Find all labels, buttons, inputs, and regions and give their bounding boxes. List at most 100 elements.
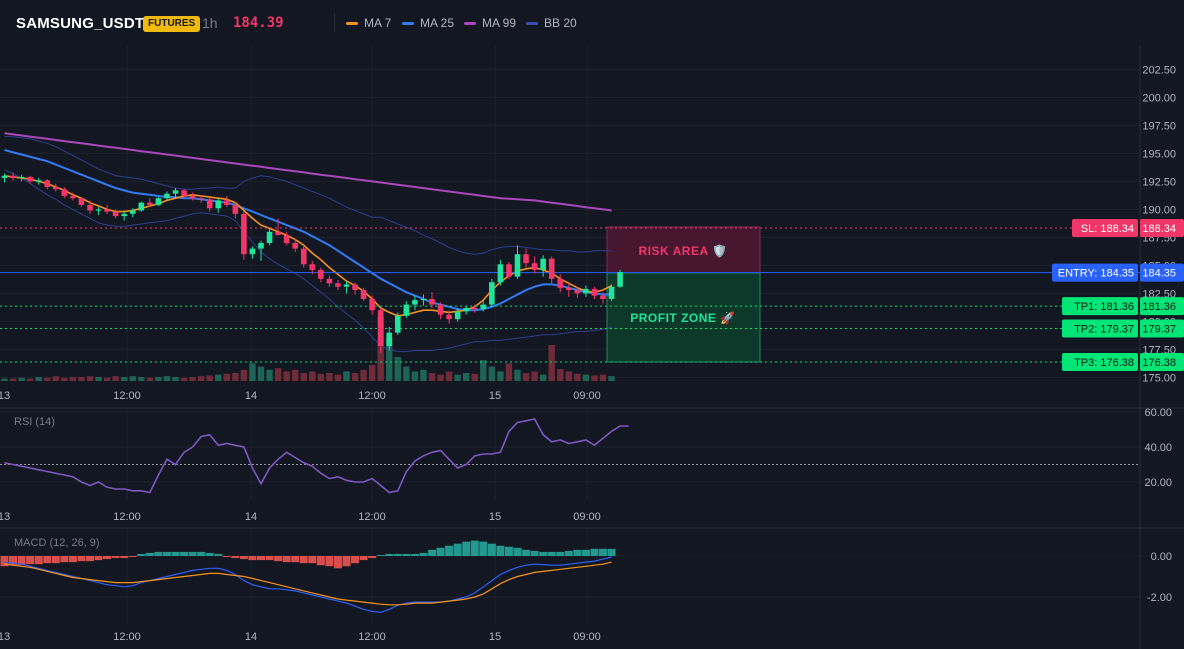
legend-bb20[interactable]: BB 20 <box>526 16 577 30</box>
volume-bar <box>129 376 136 381</box>
candle-body <box>18 176 25 179</box>
candle-body <box>360 290 367 299</box>
candle-body <box>480 304 487 310</box>
candle-body <box>463 307 469 312</box>
symbol-name[interactable]: SAMSUNG_USDT <box>16 15 145 32</box>
level-label-box <box>1072 218 1138 237</box>
candle-body <box>35 180 42 182</box>
legend-ma99[interactable]: MA 99 <box>464 16 516 30</box>
volume-bar <box>531 371 538 381</box>
level-tag-tp2[interactable]: TP2: 179.37 179.37 <box>1062 319 1184 338</box>
candle-body <box>454 311 461 320</box>
candle-body <box>617 272 623 287</box>
candle-body <box>283 235 290 243</box>
macd-hist-bar <box>453 543 462 556</box>
volume-bar <box>44 377 51 381</box>
volume-bar <box>95 377 102 381</box>
trade-levels <box>0 227 1140 363</box>
last-price: 184.39 <box>233 15 284 31</box>
volume-bar <box>1 378 8 381</box>
volume-bar <box>240 369 248 381</box>
volume-bar <box>163 376 171 381</box>
macd-hist-bar <box>248 556 257 561</box>
macd-hist-bar <box>239 556 248 560</box>
macd-hist-bar <box>68 556 77 563</box>
volume-bar <box>86 376 94 381</box>
legend-bb20-label: BB 20 <box>544 16 577 30</box>
level-value-box <box>1140 352 1184 371</box>
candle-body <box>446 314 452 320</box>
volume-bar <box>420 369 427 381</box>
macd-tick-label: 0.00 <box>1151 551 1172 563</box>
volume-bar <box>403 366 410 381</box>
macd-hist-bar <box>590 548 599 556</box>
level-value: 176.38 <box>1142 357 1176 369</box>
candle-body <box>87 204 93 211</box>
legend-ma7[interactable]: MA 7 <box>346 16 391 30</box>
macd-hist-bar <box>34 556 43 565</box>
chart-header: SAMSUNG_USDT FUTURES 1h 184.39 MA 7 MA 2… <box>0 0 1184 46</box>
level-tag-sl[interactable]: SL: 188.34 188.34 <box>1072 218 1184 237</box>
candle-body <box>181 190 187 196</box>
time-tick-label: 09:00 <box>573 511 601 523</box>
macd-hist-bar <box>504 546 513 556</box>
grid-lines <box>0 46 1184 649</box>
volume-bar <box>78 377 85 381</box>
candle-body <box>155 198 162 205</box>
interval-selector[interactable]: 1h <box>202 15 218 31</box>
rsi-tick-label: 60.00 <box>1144 407 1172 419</box>
level-tag-tp1[interactable]: TP1: 181.36 181.36 <box>1062 297 1184 316</box>
volume-bar <box>386 337 393 381</box>
candle-body <box>608 286 615 299</box>
level-value-box <box>1140 263 1184 282</box>
volume-bar <box>539 374 547 381</box>
bollinger-bands <box>4 136 612 353</box>
macd-hist-bar <box>351 556 360 564</box>
time-tick-label: 12:00 <box>358 631 386 643</box>
candle-body <box>266 231 273 243</box>
candle-body <box>335 283 341 287</box>
time-tick-label: 09:00 <box>573 631 601 643</box>
macd-hist-bar <box>145 552 154 556</box>
rsi-line <box>4 418 629 494</box>
time-tick-label: 15 <box>489 390 501 402</box>
macd-hist-bar <box>573 549 582 556</box>
level-value: 179.37 <box>1142 323 1176 335</box>
candle-body <box>258 243 264 249</box>
macd-pane <box>0 540 616 614</box>
trade-zones: RISK AREA 🛡️ PROFIT ZONE 🚀 <box>606 226 761 363</box>
axes: 202.50200.00197.50195.00192.50190.00187.… <box>0 64 1176 643</box>
macd-hist-bar <box>162 551 171 556</box>
candle-body <box>275 231 281 236</box>
price-tick-label: 175.00 <box>1142 372 1176 384</box>
macd-hist-bar <box>257 556 265 561</box>
macd-hist-bar <box>547 551 556 556</box>
candle-body <box>531 263 538 270</box>
candle-body <box>412 300 418 305</box>
candle-body <box>523 254 529 264</box>
level-value-box <box>1140 297 1184 316</box>
candle-body <box>420 299 427 301</box>
candle-body <box>224 200 230 205</box>
volume-bar <box>591 375 598 381</box>
macd-hist-bar <box>522 549 531 556</box>
candle-body <box>232 204 239 214</box>
ma99-line <box>4 132 612 212</box>
time-tick-label: 12:00 <box>358 511 386 523</box>
macd-hist-bar <box>428 549 436 556</box>
price-tick-label: 195.00 <box>1142 148 1176 160</box>
volume-bar <box>26 378 34 381</box>
legend-ma25[interactable]: MA 25 <box>402 16 454 30</box>
macd-hist-bar <box>359 556 368 561</box>
volume-bar <box>582 374 590 381</box>
candle-body <box>300 248 307 265</box>
level-tag-entry[interactable]: ENTRY: 184.35 184.35 <box>1052 263 1184 282</box>
volume-bar <box>599 374 607 381</box>
time-tick-label: 12:00 <box>113 390 141 402</box>
volume-bar <box>343 371 350 381</box>
time-tick-label: 13 <box>0 390 10 402</box>
level-tag-tp3[interactable]: TP3: 176.38 176.38 <box>1062 352 1184 371</box>
rsi-pane <box>0 418 1140 494</box>
candle-body <box>352 284 358 291</box>
